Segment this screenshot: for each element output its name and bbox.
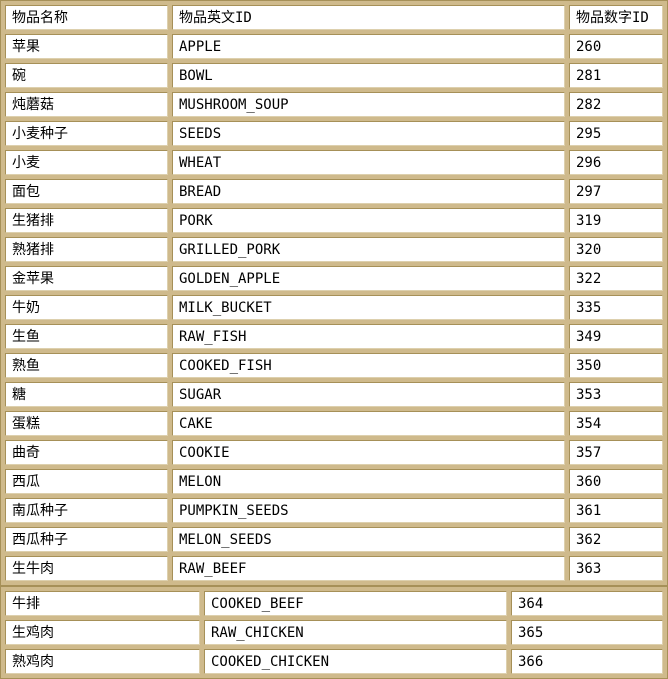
item-numeric-id-cell: 319 — [569, 208, 663, 233]
item-numeric-id-cell: 295 — [569, 121, 663, 146]
table-row: 金苹果 GOLDEN_APPLE 322 — [5, 266, 663, 291]
item-numeric-id-cell: 349 — [569, 324, 663, 349]
item-name-cell: 小麦种子 — [5, 121, 168, 146]
table-header-row: 物品名称 物品英文ID 物品数字ID — [5, 5, 663, 30]
item-id-table-main: 物品名称 物品英文ID 物品数字ID 苹果 APPLE 260 碗 BOWL 281 炖蘑菇… — [0, 0, 668, 586]
item-name-cell: 牛排 — [5, 591, 200, 616]
item-english-id-cell: WHEAT — [172, 150, 565, 175]
table-row: 蛋糕 CAKE 354 — [5, 411, 663, 436]
table-row: 面包 BREAD 297 — [5, 179, 663, 204]
header-item-numeric-id: 物品数字ID — [569, 5, 663, 30]
item-numeric-id-cell: 366 — [511, 649, 663, 674]
item-name-cell: 西瓜种子 — [5, 527, 168, 552]
item-english-id-cell: BOWL — [172, 63, 565, 88]
item-numeric-id-cell: 335 — [569, 295, 663, 320]
table-row: 碗 BOWL 281 — [5, 63, 663, 88]
item-english-id-cell: MELON_SEEDS — [172, 527, 565, 552]
item-name-cell: 金苹果 — [5, 266, 168, 291]
item-name-cell: 苹果 — [5, 34, 168, 59]
table-row: 熟鸡肉 COOKED_CHICKEN 366 — [5, 649, 663, 674]
item-name-cell: 生牛肉 — [5, 556, 168, 581]
item-name-cell: 牛奶 — [5, 295, 168, 320]
item-english-id-cell: GRILLED_PORK — [172, 237, 565, 262]
table-row: 西瓜 MELON 360 — [5, 469, 663, 494]
item-name-cell: 曲奇 — [5, 440, 168, 465]
item-english-id-cell: PORK — [172, 208, 565, 233]
item-numeric-id-cell: 353 — [569, 382, 663, 407]
item-name-cell: 糖 — [5, 382, 168, 407]
item-english-id-cell: COOKED_CHICKEN — [204, 649, 507, 674]
item-numeric-id-cell: 322 — [569, 266, 663, 291]
table-row: 南瓜种子 PUMPKIN_SEEDS 361 — [5, 498, 663, 523]
item-english-id-cell: RAW_FISH — [172, 324, 565, 349]
item-numeric-id-cell: 350 — [569, 353, 663, 378]
item-numeric-id-cell: 357 — [569, 440, 663, 465]
item-name-cell: 炖蘑菇 — [5, 92, 168, 117]
table-row: 生牛肉 RAW_BEEF 363 — [5, 556, 663, 581]
item-numeric-id-cell: 360 — [569, 469, 663, 494]
item-english-id-cell: CAKE — [172, 411, 565, 436]
table-row: 熟鱼 COOKED_FISH 350 — [5, 353, 663, 378]
item-english-id-cell: COOKED_BEEF — [204, 591, 507, 616]
item-name-cell: 蛋糕 — [5, 411, 168, 436]
item-numeric-id-cell: 281 — [569, 63, 663, 88]
item-english-id-cell: GOLDEN_APPLE — [172, 266, 565, 291]
item-name-cell: 碗 — [5, 63, 168, 88]
table-row: 西瓜种子 MELON_SEEDS 362 — [5, 527, 663, 552]
table-row: 苹果 APPLE 260 — [5, 34, 663, 59]
table-row: 曲奇 COOKIE 357 — [5, 440, 663, 465]
item-english-id-cell: BREAD — [172, 179, 565, 204]
item-name-cell: 西瓜 — [5, 469, 168, 494]
table-row: 糖 SUGAR 353 — [5, 382, 663, 407]
item-english-id-cell: COOKED_FISH — [172, 353, 565, 378]
item-english-id-cell: SUGAR — [172, 382, 565, 407]
item-numeric-id-cell: 364 — [511, 591, 663, 616]
item-english-id-cell: MILK_BUCKET — [172, 295, 565, 320]
item-name-cell: 小麦 — [5, 150, 168, 175]
item-name-cell: 生猪排 — [5, 208, 168, 233]
item-name-cell: 熟猪排 — [5, 237, 168, 262]
item-id-table-bottom: 牛排 COOKED_BEEF 364 生鸡肉 RAW_CHICKEN 365 熟鸡肉 COOK… — [0, 586, 668, 679]
item-english-id-cell: MUSHROOM_SOUP — [172, 92, 565, 117]
table-row: 小麦种子 SEEDS 295 — [5, 121, 663, 146]
item-english-id-cell: COOKIE — [172, 440, 565, 465]
item-numeric-id-cell: 361 — [569, 498, 663, 523]
item-english-id-cell: SEEDS — [172, 121, 565, 146]
item-numeric-id-cell: 282 — [569, 92, 663, 117]
item-name-cell: 南瓜种子 — [5, 498, 168, 523]
item-numeric-id-cell: 354 — [569, 411, 663, 436]
item-name-cell: 面包 — [5, 179, 168, 204]
item-english-id-cell: APPLE — [172, 34, 565, 59]
table-row: 生鸡肉 RAW_CHICKEN 365 — [5, 620, 663, 645]
item-numeric-id-cell: 362 — [569, 527, 663, 552]
table-row: 生猪排 PORK 319 — [5, 208, 663, 233]
item-name-cell: 生鸡肉 — [5, 620, 200, 645]
item-english-id-cell: RAW_BEEF — [172, 556, 565, 581]
item-english-id-cell: PUMPKIN_SEEDS — [172, 498, 565, 523]
item-english-id-cell: MELON — [172, 469, 565, 494]
item-name-cell: 生鱼 — [5, 324, 168, 349]
table-row: 小麦 WHEAT 296 — [5, 150, 663, 175]
table-row: 生鱼 RAW_FISH 349 — [5, 324, 663, 349]
item-name-cell: 熟鸡肉 — [5, 649, 200, 674]
item-numeric-id-cell: 260 — [569, 34, 663, 59]
table-row: 熟猪排 GRILLED_PORK 320 — [5, 237, 663, 262]
item-name-cell: 熟鱼 — [5, 353, 168, 378]
item-english-id-cell: RAW_CHICKEN — [204, 620, 507, 645]
header-item-english-id: 物品英文ID — [172, 5, 565, 30]
item-numeric-id-cell: 320 — [569, 237, 663, 262]
table-row: 牛奶 MILK_BUCKET 335 — [5, 295, 663, 320]
item-numeric-id-cell: 363 — [569, 556, 663, 581]
item-numeric-id-cell: 365 — [511, 620, 663, 645]
item-numeric-id-cell: 296 — [569, 150, 663, 175]
item-numeric-id-cell: 297 — [569, 179, 663, 204]
table-row: 牛排 COOKED_BEEF 364 — [5, 591, 663, 616]
header-item-name: 物品名称 — [5, 5, 168, 30]
table-row: 炖蘑菇 MUSHROOM_SOUP 282 — [5, 92, 663, 117]
